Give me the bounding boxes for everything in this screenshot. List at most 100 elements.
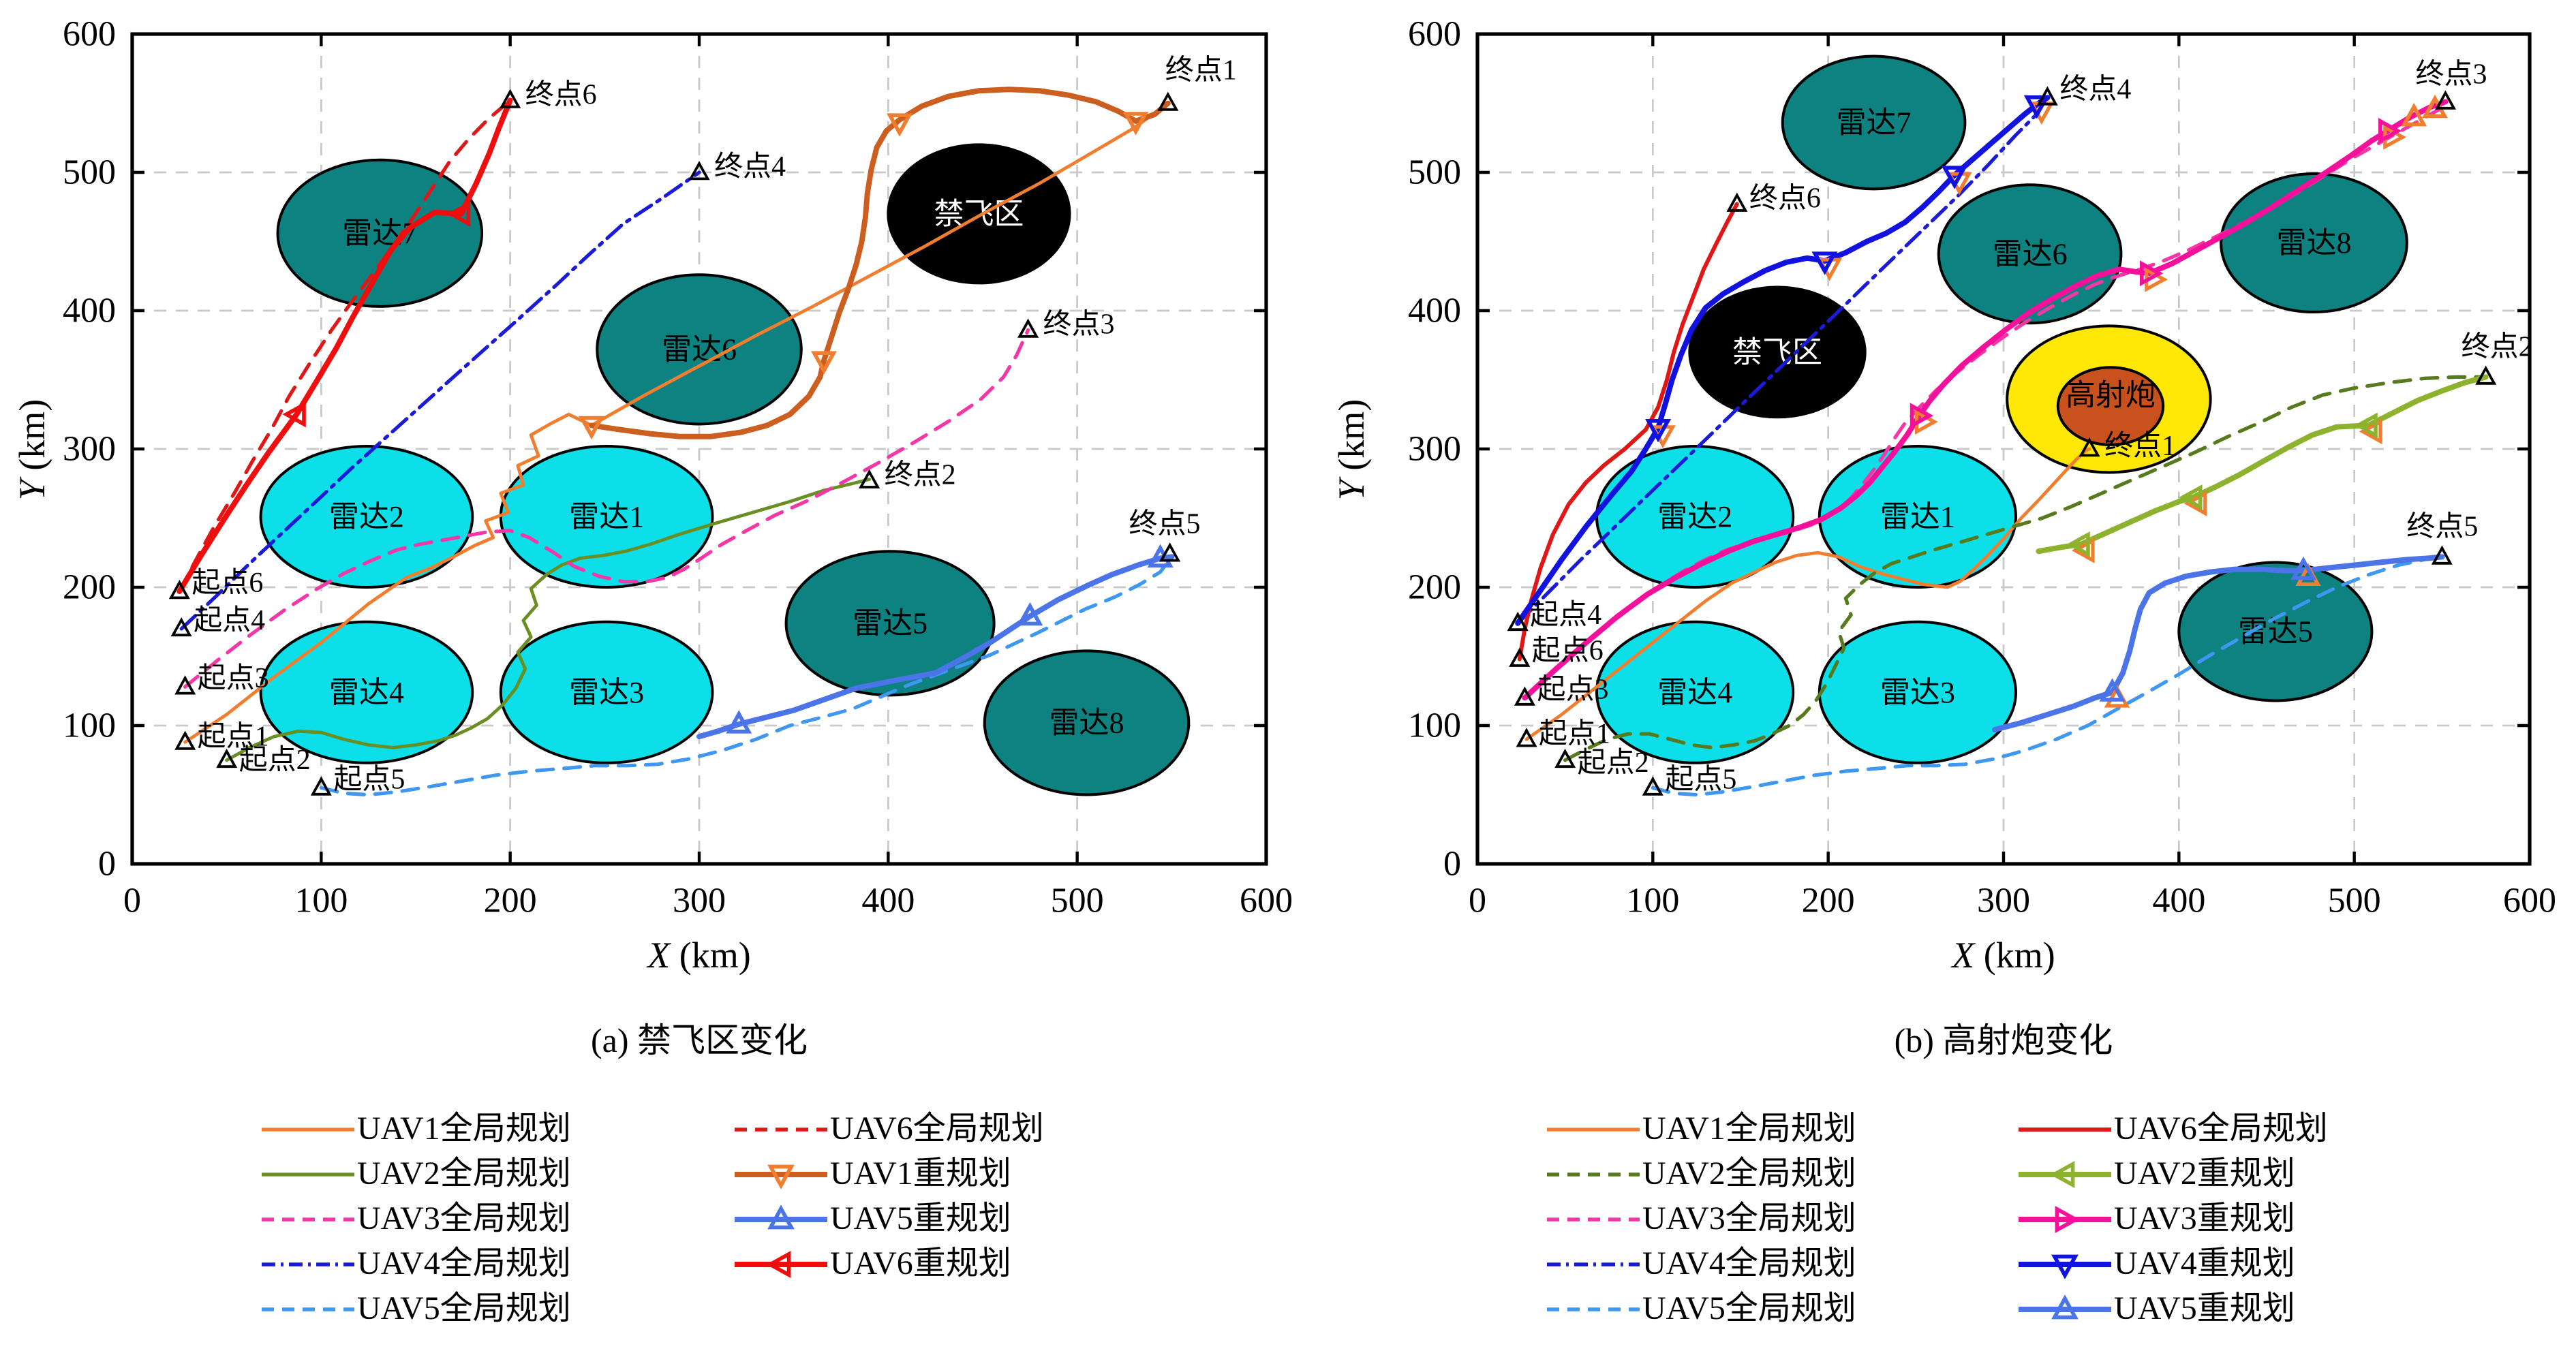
point-marker-终点4 [688,161,710,181]
y-tick-label: 0 [1443,845,1461,884]
x-tick-label: 100 [294,882,348,920]
y-tick-label: 200 [1408,568,1461,607]
legend-label: UAV5全局规划 [357,1291,571,1326]
axis-ticks: 0 100 200 300 400 500 600 0 100 200 300 400 500 600 [1408,15,2556,920]
subplot-b-caption: (b) 高射炮变化 [1894,1023,2113,1060]
point-label: 起点6 [191,568,263,599]
point-marker-起点3 [1514,686,1536,706]
zone-label: 雷达1 [1880,500,1955,533]
series-marker [811,351,837,375]
legend-label: UAV1重规划 [830,1156,1011,1192]
y-tick-label: 300 [63,430,116,469]
x-tick-label: 500 [2328,882,2381,920]
subplot-b-xlabel: X (km) [1390,935,2576,977]
series-uav4-replan [1515,95,2055,626]
legend-swatch [2019,1160,2111,1187]
zone-高射炮 [2056,366,2165,446]
subplot-a-caption: (a) 禁飞区变化 [591,1023,808,1060]
zone-label: 雷达5 [853,606,927,640]
series-marker [1147,544,1174,568]
x-tick-label: 200 [1802,882,1855,920]
legend-item-b-1-5: UAV5全局规划 [1544,1286,1856,1331]
x-tick-label: 600 [2503,882,2556,920]
point-label: 终点5 [1129,508,1201,540]
point-marker-终点1 [1157,91,1179,111]
legend-label: UAV1全局规划 [1642,1111,1856,1147]
legend-swatch [2019,1254,2111,1279]
y-tick-label: 400 [1408,292,1461,330]
legend-marker-icon [766,1250,791,1277]
point-marker-终点3 [2435,90,2457,110]
zone-label: 雷达1 [569,500,644,533]
legend-swatch [735,1204,827,1229]
legend-item-a-1-3: UAV3全局规划 [259,1196,571,1241]
zone-雷达5 [2177,561,2374,702]
legend-label: UAV5重规划 [2114,1291,2295,1326]
y-axis-variable: Y [1331,480,1372,501]
zone-雷达4 [1595,620,1795,764]
legend-swatch [2019,1294,2111,1319]
legend-column-1: UAV1全局规划 UAV2全局规划 UAV3全局规划 UAV4全局规划 UAV5全局规划 [259,1106,571,1331]
point-marker-起点4 [1507,611,1529,632]
series-uav5-replan [1992,554,2445,732]
zone-禁飞区 [887,143,1071,285]
y-axis-variable: Y [12,480,52,501]
y-tick-label: 200 [63,568,116,607]
series-uav2-global [1563,375,2488,762]
legend-column-1: UAV1全局规划 UAV2全局规划 UAV3全局规划 UAV4全局规划 UAV5全局规划 [1544,1106,1856,1331]
point-marker-起点4 [170,617,192,637]
legend-item-b-2-2: UAV2重规划 [2016,1151,2328,1196]
y-tick-label: 500 [1408,153,1461,192]
series-uav1-global [183,102,1170,744]
legend-label: UAV3全局规划 [357,1201,571,1237]
x-axis-unit: (km) [1974,935,2055,976]
zone-label: 雷达2 [329,500,404,533]
legend-swatch [1547,1172,1640,1176]
legend-swatch [262,1307,354,1311]
zone-label: 高射炮 [2066,379,2156,412]
legend-item-a-1-1: UAV1全局规划 [259,1106,571,1151]
legend-item-b-2-5: UAV5重规划 [2016,1286,2328,1331]
plot-frame [1475,32,2532,866]
series-marker [2023,95,2050,119]
series-marker [2066,531,2090,558]
legend-label: UAV4全局规划 [357,1246,571,1281]
x-tick-label: 0 [123,882,141,920]
legend-swatch [262,1172,354,1176]
legend-swatch [1547,1262,1640,1266]
series-uav3-replan [1522,99,2449,701]
legend-swatch [1547,1127,1640,1131]
point-marker-起点5 [1642,776,1663,796]
legend-item-a-1-2: UAV2全局规划 [259,1151,571,1196]
series-uav2-global [225,478,871,762]
legend-item-a-2-1: UAV6全局规划 [732,1106,1044,1151]
point-marker-终点5 [2431,545,2453,565]
y-tick-label: 600 [1408,15,1461,54]
series-marker [1122,112,1149,136]
series-marker [446,200,471,227]
point-label: 终点2 [2462,331,2533,362]
legend-item-b-1-4: UAV4全局规划 [1544,1241,1856,1286]
series-uav2-replan [2036,374,2489,563]
legend-label: UAV2全局规划 [357,1156,571,1192]
point-label: 起点1 [198,721,269,752]
legend-swatch [2019,1205,2111,1232]
point-marker-终点5 [1159,542,1181,562]
point-label: 终点6 [1749,183,1821,215]
zone-label: 禁飞区 [934,197,1024,230]
point-label: 终点6 [525,79,597,110]
point-marker-终点4 [2036,86,2058,106]
legend-marker-icon [767,1164,795,1189]
legend-swatch [735,1127,827,1131]
point-marker-起点3 [174,675,196,695]
point-label: 起点5 [1665,764,1736,795]
zone-禁飞区 [1688,285,1867,419]
series-uav1-global [1524,447,2091,741]
legend-swatch [262,1217,354,1221]
marker-shadow [2071,538,2095,563]
zone-label: 雷达6 [1993,237,2068,270]
zone-雷达4 [259,620,474,764]
subplot-a-xlabel: X (km) [86,935,1313,977]
